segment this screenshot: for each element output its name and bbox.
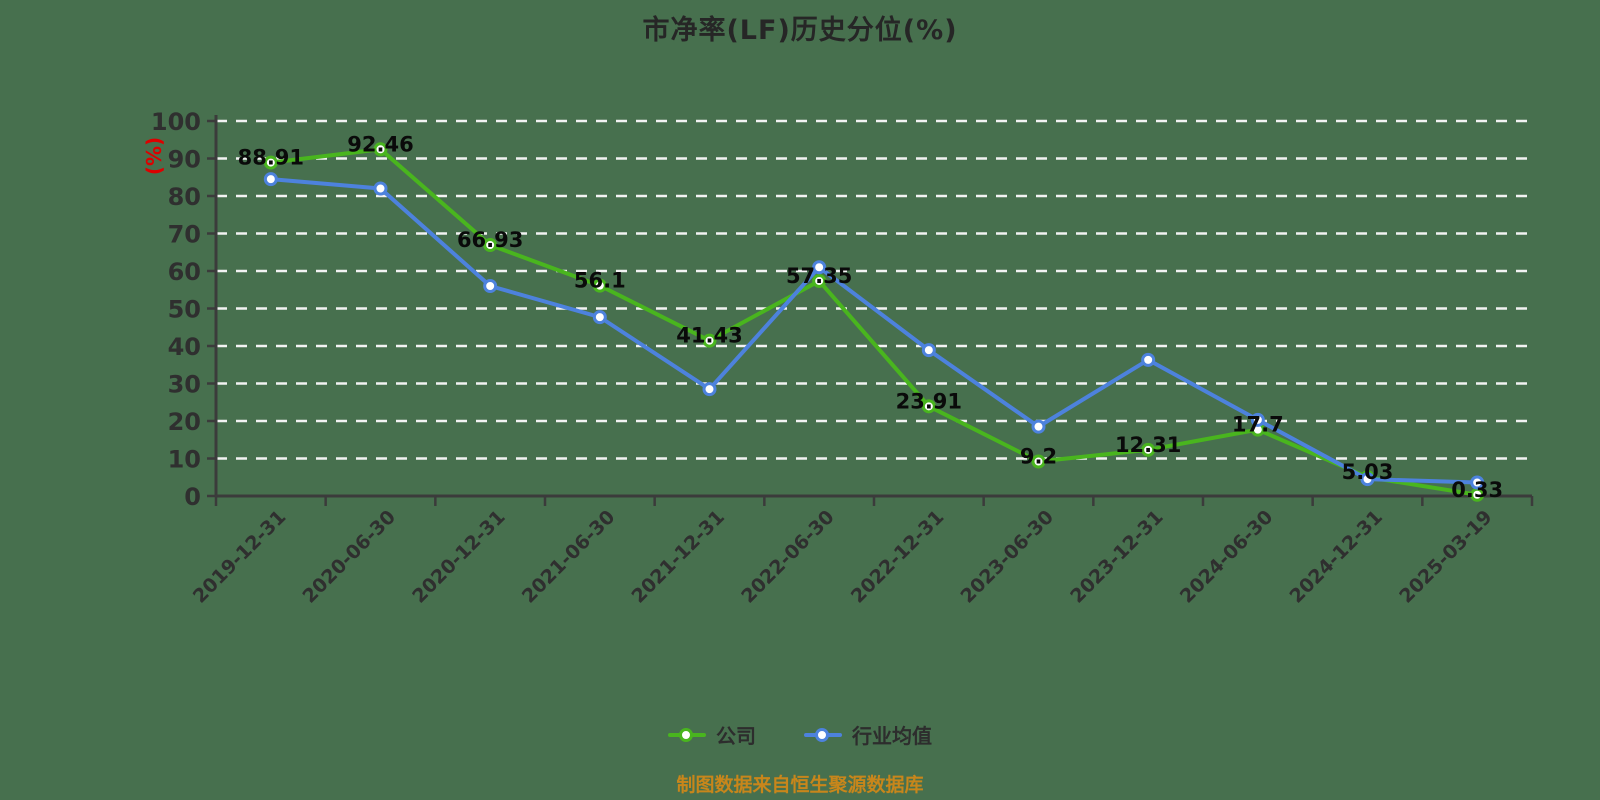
legend-label-industry-average: 行业均值 bbox=[852, 724, 932, 748]
data-label: 23.91 bbox=[896, 389, 962, 413]
industry-data-point[interactable] bbox=[1360, 472, 1375, 487]
company-data-point[interactable] bbox=[263, 155, 278, 170]
company-data-point[interactable] bbox=[1141, 442, 1156, 457]
x-tick-label: 2019-12-31 bbox=[189, 506, 291, 608]
company-data-point[interactable] bbox=[812, 273, 827, 288]
industry-data-point[interactable] bbox=[483, 279, 498, 293]
y-tick-label: 100 bbox=[151, 108, 201, 136]
industry-data-point[interactable] bbox=[1470, 475, 1485, 490]
x-tick-label: 2025-03-19 bbox=[1395, 506, 1497, 608]
company-series-line bbox=[268, 147, 1480, 497]
industry-data-point[interactable] bbox=[702, 382, 717, 397]
data-label: 5.03 bbox=[1342, 460, 1394, 484]
industry-data-point[interactable] bbox=[921, 343, 936, 358]
chart-title: 市净率(LF)历史分位(%) bbox=[642, 15, 958, 46]
industry-series-line bbox=[268, 177, 1480, 485]
data-label: 92.46 bbox=[347, 132, 413, 156]
x-tick-label: 2024-12-31 bbox=[1286, 506, 1388, 608]
industry-line-marker-icon bbox=[804, 727, 842, 742]
legend-label-company: 公司 bbox=[716, 724, 756, 748]
company-data-point[interactable] bbox=[1031, 454, 1046, 469]
data-label: 66.93 bbox=[457, 228, 523, 252]
x-tick-label: 2023-12-31 bbox=[1066, 506, 1168, 608]
data-label: 9.2 bbox=[1020, 445, 1057, 469]
x-tick-label: 2021-06-30 bbox=[518, 506, 620, 608]
industry-data-point[interactable] bbox=[592, 310, 607, 325]
industry-data-point[interactable] bbox=[373, 181, 388, 196]
y-tick-label: 80 bbox=[168, 183, 201, 211]
legend-item-industry-average[interactable]: 行业均值 bbox=[804, 720, 932, 749]
y-tick-label: 90 bbox=[168, 146, 201, 174]
data-label: 56.1 bbox=[574, 269, 626, 293]
legend-item-company[interactable]: 公司 bbox=[668, 720, 756, 749]
x-tick-label: 2024-06-30 bbox=[1176, 506, 1278, 608]
data-label: 57.35 bbox=[786, 264, 852, 288]
y-tick-label: 20 bbox=[168, 408, 201, 436]
company-data-point[interactable] bbox=[373, 142, 388, 157]
y-tick-label: 0 bbox=[184, 483, 201, 511]
data-source-note: 制图数据来自恒生聚源数据库 bbox=[676, 774, 924, 796]
company-data-point[interactable] bbox=[483, 238, 498, 253]
y-tick-label: 40 bbox=[168, 333, 201, 361]
data-label: 0.33 bbox=[1451, 478, 1503, 502]
data-label: 41.43 bbox=[676, 324, 742, 348]
y-tick-label: 70 bbox=[168, 221, 201, 249]
x-tick-label: 2021-12-31 bbox=[628, 506, 730, 608]
industry-data-point[interactable] bbox=[1250, 412, 1265, 427]
data-label: 17.7 bbox=[1232, 413, 1284, 437]
company-data-point[interactable] bbox=[702, 333, 717, 348]
data-label: 12.31 bbox=[1115, 433, 1181, 457]
y-tick-label: 60 bbox=[168, 258, 201, 286]
x-tick-label: 2022-12-31 bbox=[847, 506, 949, 608]
legend: 公司 行业均值 bbox=[0, 720, 1600, 749]
y-tick-label: 30 bbox=[168, 371, 201, 399]
company-line-marker-icon bbox=[668, 727, 706, 742]
y-tick-label: 10 bbox=[168, 446, 201, 474]
industry-data-point[interactable] bbox=[1141, 352, 1156, 367]
y-tick-label: 50 bbox=[168, 296, 201, 324]
company-data-point[interactable] bbox=[592, 278, 607, 293]
company-data-point[interactable] bbox=[921, 399, 936, 414]
x-tick-label: 2020-06-30 bbox=[299, 506, 401, 608]
x-tick-label: 2023-06-30 bbox=[957, 506, 1059, 608]
industry-data-point[interactable] bbox=[263, 172, 278, 187]
data-label: 88.91 bbox=[238, 146, 304, 170]
x-tick-label: 2022-06-30 bbox=[737, 506, 839, 608]
industry-data-point[interactable] bbox=[812, 260, 827, 275]
x-tick-label: 2020-12-31 bbox=[408, 506, 510, 608]
industry-data-point[interactable] bbox=[1031, 419, 1046, 434]
